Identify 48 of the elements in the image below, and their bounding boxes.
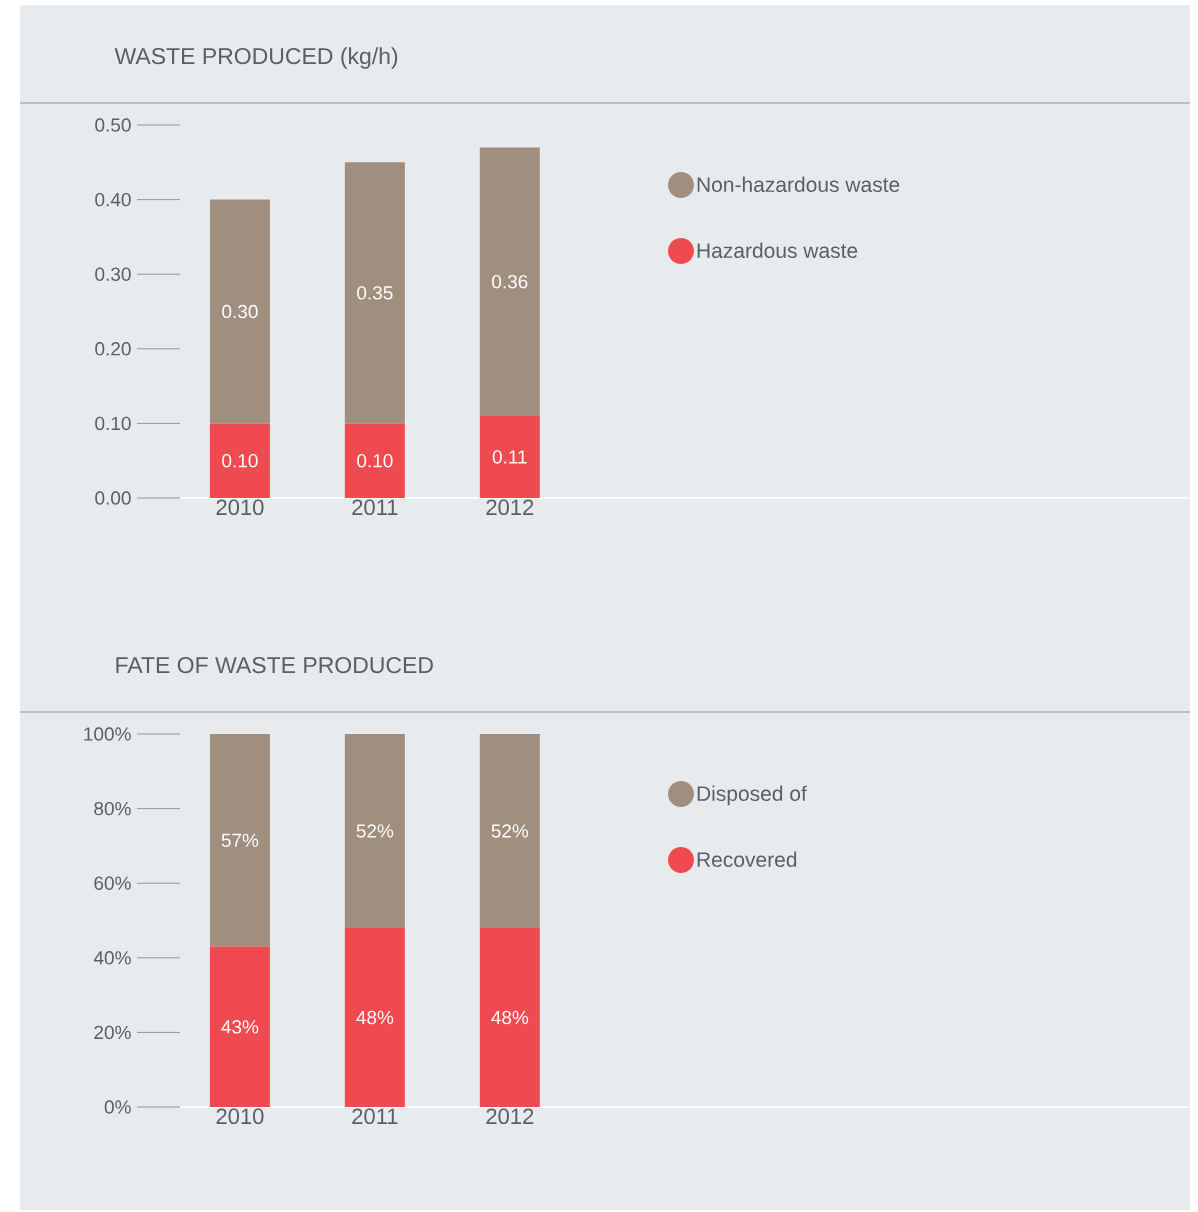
data-label: 43% bbox=[221, 1020, 259, 1034]
x-tick-label: 2010 bbox=[216, 1108, 264, 1125]
data-label: 52% bbox=[491, 824, 529, 838]
y-tick-label: 80% bbox=[94, 801, 131, 816]
chart-title: WASTE PRODUCED (kg/h) bbox=[114, 47, 398, 69]
data-label: 0.35 bbox=[357, 286, 393, 300]
legend-label: Recovered bbox=[697, 851, 797, 868]
y-tick-label: 0% bbox=[104, 1100, 131, 1114]
y-tick-label: 0.40 bbox=[95, 192, 131, 207]
x-tick-label: 2012 bbox=[486, 499, 534, 516]
y-tick-label: 0.20 bbox=[95, 342, 131, 356]
y-tick-label: 100% bbox=[84, 727, 131, 741]
data-label: 0.30 bbox=[222, 304, 258, 319]
y-tick-label: 0.50 bbox=[95, 118, 131, 132]
legend-label: Non-hazardous waste bbox=[697, 176, 900, 193]
data-label: 57% bbox=[221, 833, 259, 847]
data-label: 0.11 bbox=[492, 450, 527, 464]
bar bbox=[344, 162, 405, 424]
legend-label: Disposed of bbox=[697, 785, 807, 806]
bar bbox=[344, 423, 405, 499]
y-tick-label: 60% bbox=[94, 876, 131, 890]
y-tick-label: 40% bbox=[93, 951, 131, 965]
bar bbox=[209, 423, 270, 499]
bar bbox=[344, 927, 405, 1108]
y-tick-label: 0.30 bbox=[95, 267, 131, 281]
bar bbox=[479, 147, 540, 416]
y-tick-label: 20% bbox=[94, 1025, 131, 1040]
bar bbox=[209, 734, 270, 947]
data-label: 0.36 bbox=[492, 274, 528, 289]
data-label: 0.10 bbox=[357, 453, 393, 468]
x-tick-label: 2012 bbox=[486, 1108, 534, 1125]
bar bbox=[479, 927, 540, 1108]
bar bbox=[209, 199, 270, 424]
bar bbox=[209, 946, 270, 1108]
y-tick-label: 0.00 bbox=[95, 491, 131, 505]
data-label: 48% bbox=[491, 1010, 529, 1025]
data-label: 48% bbox=[356, 1010, 394, 1025]
bar bbox=[479, 415, 540, 499]
y-tick-label: 0.10 bbox=[95, 416, 131, 431]
x-tick-label: 2011 bbox=[352, 499, 398, 516]
data-label: 0.10 bbox=[222, 453, 258, 468]
bar bbox=[479, 734, 540, 928]
x-tick-label: 2011 bbox=[352, 1108, 398, 1125]
data-label: 52% bbox=[356, 824, 394, 838]
bar bbox=[344, 734, 405, 928]
legend-label: Hazardous waste bbox=[697, 242, 858, 259]
x-tick-label: 2010 bbox=[216, 499, 264, 516]
chart-title: FATE OF WASTE PRODUCED bbox=[116, 656, 433, 674]
